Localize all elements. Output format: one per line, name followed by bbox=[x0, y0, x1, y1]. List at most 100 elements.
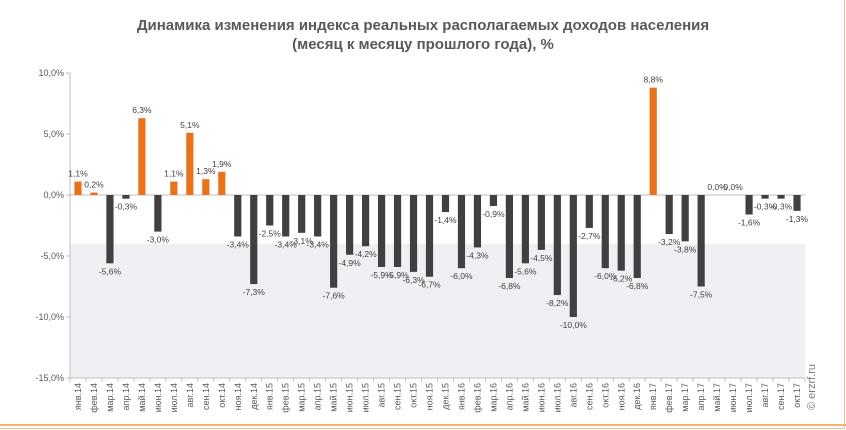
x-tick-label: мар.15 bbox=[297, 383, 307, 412]
bar bbox=[521, 195, 529, 264]
bar bbox=[505, 195, 513, 278]
bar bbox=[553, 195, 561, 296]
data-label: -7,6% bbox=[323, 291, 346, 301]
data-label: -5,6% bbox=[514, 266, 537, 276]
data-label: -7,3% bbox=[243, 287, 266, 297]
y-tick-label: -10,0% bbox=[35, 312, 64, 322]
data-label: 5,1% bbox=[180, 120, 200, 130]
x-tick-label: окт.17 bbox=[792, 383, 802, 408]
x-tick-label: ноя.16 bbox=[616, 383, 626, 410]
x-tick-label: янв.16 bbox=[456, 383, 466, 410]
chart-title-block: Динамика изменения индекса реальных расп… bbox=[0, 16, 846, 54]
x-tick-label: июл.16 bbox=[552, 383, 562, 412]
data-label: -5,9% bbox=[386, 270, 409, 280]
bar bbox=[314, 195, 322, 237]
x-tick-label: мар.17 bbox=[680, 383, 690, 412]
bar bbox=[362, 195, 370, 247]
bar bbox=[569, 195, 577, 317]
x-tick-label: май.15 bbox=[329, 383, 339, 412]
data-label: 1,1% bbox=[68, 169, 88, 179]
data-label: -0,9% bbox=[482, 209, 505, 219]
data-label: -10,0% bbox=[560, 320, 587, 330]
chart-subtitle: (месяц к месяцу прошлого года), % bbox=[292, 36, 554, 53]
x-tick-label: авг.16 bbox=[568, 383, 578, 407]
lower-band bbox=[70, 243, 805, 378]
x-tick-label: фев.16 bbox=[472, 383, 482, 413]
x-tick-label: апр.17 bbox=[696, 383, 706, 410]
data-label: -2,5% bbox=[259, 229, 282, 239]
data-label: 0,2% bbox=[84, 180, 104, 190]
bottom-accent-line bbox=[0, 424, 846, 426]
x-tick-label: июл.15 bbox=[361, 383, 371, 412]
x-tick-label: окт.16 bbox=[600, 383, 610, 408]
data-label: -3,0% bbox=[147, 235, 170, 245]
bar bbox=[186, 132, 194, 195]
data-label: 6,3% bbox=[132, 105, 152, 115]
x-tick-label: апр.14 bbox=[121, 383, 131, 410]
bar bbox=[745, 195, 753, 215]
data-label: 1,3% bbox=[196, 166, 216, 176]
y-tick-label: 5,0% bbox=[43, 129, 64, 139]
x-tick-label: июн.15 bbox=[345, 383, 355, 412]
bar bbox=[138, 118, 146, 195]
bar bbox=[537, 195, 545, 250]
x-tick-label: апр.15 bbox=[313, 383, 323, 410]
x-tick-label: май.14 bbox=[137, 383, 147, 412]
data-label: -6,0% bbox=[594, 271, 617, 281]
data-label: -8,2% bbox=[546, 298, 569, 308]
data-label: -5,6% bbox=[99, 266, 122, 276]
x-tick-label: июн.17 bbox=[728, 383, 738, 412]
x-tick-label: мар.16 bbox=[488, 383, 498, 412]
x-tick-label: дек.15 bbox=[440, 383, 450, 410]
bar bbox=[250, 195, 258, 285]
data-label: -3,4% bbox=[275, 239, 298, 249]
data-label: -0,3% bbox=[115, 202, 138, 212]
bar bbox=[585, 195, 593, 228]
data-label: -5,9% bbox=[370, 270, 393, 280]
y-tick-label: -5,0% bbox=[40, 251, 64, 261]
data-label: -3,8% bbox=[674, 244, 697, 254]
data-label: -0,3% bbox=[770, 202, 793, 212]
bar bbox=[457, 195, 466, 269]
data-label: -6,7% bbox=[418, 280, 441, 290]
bar bbox=[330, 195, 338, 288]
x-tick-label: май.17 bbox=[712, 383, 722, 412]
data-label: 8,8% bbox=[644, 75, 664, 85]
data-label: -0,3% bbox=[754, 202, 777, 212]
bar bbox=[441, 195, 450, 213]
bar bbox=[106, 195, 114, 264]
x-tick-label: окт.15 bbox=[409, 383, 419, 408]
bar bbox=[122, 195, 130, 199]
x-tick-label: июл.17 bbox=[744, 383, 754, 412]
x-tick-label: фев.14 bbox=[89, 383, 99, 413]
data-label: -4,9% bbox=[339, 258, 362, 268]
watermark: © erzrf.ru bbox=[806, 364, 818, 410]
bar bbox=[761, 195, 769, 199]
x-tick-label: сен.15 bbox=[393, 383, 403, 410]
bar bbox=[234, 195, 242, 237]
y-tick-label: 10,0% bbox=[38, 68, 64, 78]
data-label: 0,0% bbox=[707, 182, 727, 192]
data-label: 0,0% bbox=[723, 182, 743, 192]
bar bbox=[74, 181, 82, 195]
data-label: -1,4% bbox=[434, 215, 457, 225]
bar bbox=[425, 195, 434, 277]
bar bbox=[777, 195, 785, 199]
data-label: -7,5% bbox=[690, 290, 713, 300]
bar bbox=[377, 195, 386, 267]
x-tick-label: авг.17 bbox=[760, 383, 770, 407]
data-label: 1,9% bbox=[212, 159, 232, 169]
x-tick-label: фев.15 bbox=[281, 383, 291, 413]
bar bbox=[170, 181, 178, 195]
data-label: -4,5% bbox=[530, 253, 553, 263]
data-label: -3,1% bbox=[291, 236, 314, 246]
bar bbox=[154, 195, 162, 232]
bar bbox=[346, 195, 354, 255]
bar bbox=[473, 195, 482, 248]
x-tick-label: янв.17 bbox=[648, 383, 658, 410]
bar bbox=[202, 179, 210, 195]
data-label: -3,4% bbox=[307, 239, 330, 249]
x-tick-label: дек.16 bbox=[632, 383, 642, 410]
bar bbox=[409, 195, 418, 272]
bar bbox=[298, 195, 306, 233]
